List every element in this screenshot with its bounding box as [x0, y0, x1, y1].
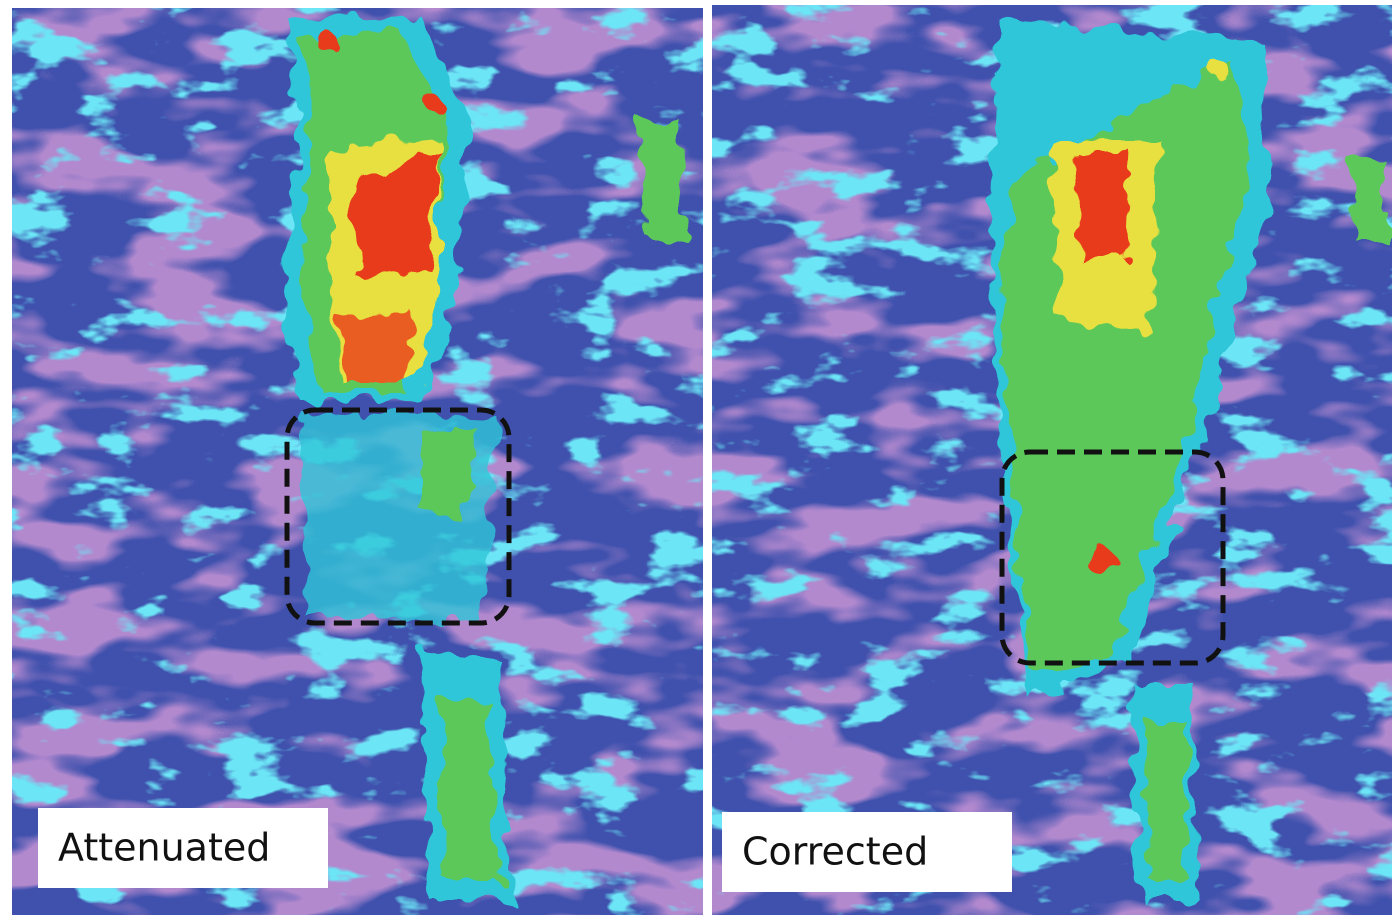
- attenuated-map: [12, 8, 703, 915]
- figure: Attenuated Corrected: [0, 0, 1394, 918]
- corrected-map: [712, 5, 1392, 915]
- page: Attenuated Corrected (() => { const data…: [0, 0, 1394, 918]
- panel-label: Attenuated: [58, 826, 270, 870]
- panel-label: Corrected: [742, 830, 928, 874]
